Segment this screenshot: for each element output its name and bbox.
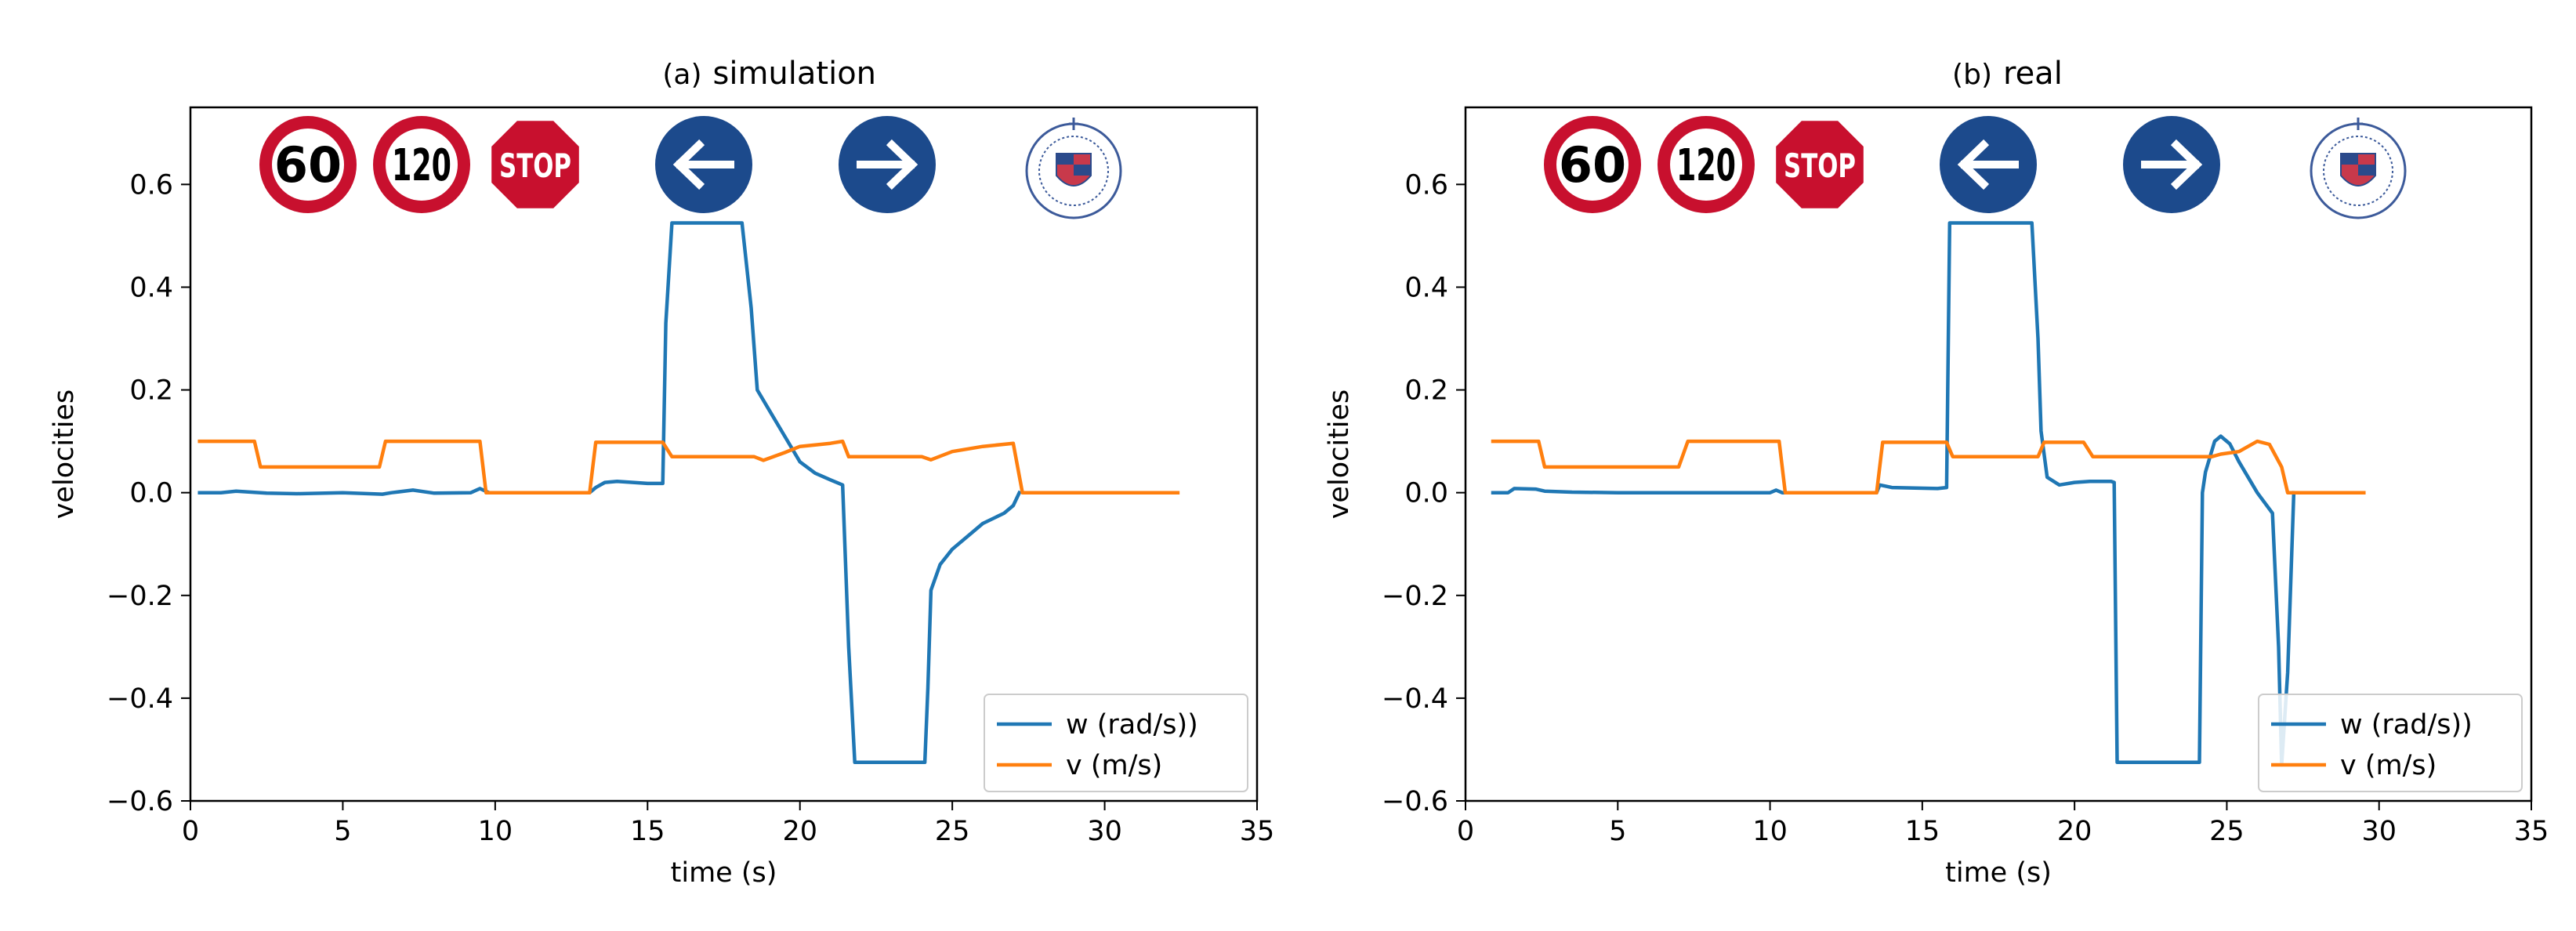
panel-label: (b) [1952, 59, 1992, 91]
speed-limit-60-icon: 60 [1544, 116, 1641, 213]
seal-inner-ring [1038, 136, 1109, 206]
stop-octagon [489, 118, 582, 211]
left-arrow-icon [672, 139, 734, 190]
right-arrow-icon [2141, 139, 2203, 190]
x-tick-label: 10 [478, 816, 513, 847]
series-line-w [1491, 221, 2296, 767]
y-tick-label: 0.6 [129, 169, 173, 201]
x-axis-label: time (s) [671, 857, 777, 889]
legend: w (rad/s)) v (m/s) [2258, 694, 2523, 792]
y-tick-label: 0.2 [129, 375, 173, 407]
y-tick-label: −0.4 [107, 683, 173, 715]
sign-120-text: 120 [392, 140, 451, 191]
x-tick-label: 35 [1240, 816, 1275, 847]
x-tick-label: 15 [630, 816, 665, 847]
series-line-v [1491, 439, 2366, 494]
y-tick-label: 0.6 [1404, 169, 1448, 201]
sign-face [1670, 129, 1742, 201]
stop-sign-icon: STOP [1773, 118, 1866, 211]
sign-face [1556, 129, 1629, 201]
legend-label-w: w (rad/s)) [2340, 709, 2473, 741]
x-tick-label: 25 [935, 816, 970, 847]
legend: w (rad/s)) v (m/s) [984, 694, 1248, 792]
speed-limit-60-icon: 60 [259, 116, 357, 213]
y-tick-label: 0.2 [1404, 375, 1448, 407]
turn-right-sign-icon [839, 116, 936, 213]
turn-right-sign-icon [2123, 116, 2220, 213]
x-axis-label: time (s) [1945, 857, 2052, 889]
y-tick-label: −0.4 [1382, 683, 1448, 715]
x-tick-label: 20 [2057, 816, 2092, 847]
turn-left-sign-icon [1940, 116, 2037, 213]
y-tick-label: 0.0 [129, 478, 173, 509]
stop-octagon [1773, 118, 1866, 211]
stop-text: STOP [499, 147, 571, 185]
seal-quarter [1056, 154, 1074, 165]
chart-panel-a: (a) simulation 0 5 10 15 20 25 30 35 −0.6 −0.4 −0.2 0… [49, 56, 1274, 889]
y-axis-label: velocities [49, 389, 80, 520]
x-tick-label: 5 [334, 816, 351, 847]
legend-label-v: v (m/s) [2340, 750, 2437, 781]
y-tick-label: −0.6 [107, 786, 173, 817]
title-text: real [2003, 56, 2063, 92]
x-tick-label: 25 [2209, 816, 2244, 847]
sign-120-text: 120 [1676, 140, 1736, 191]
legend-label-v: v (m/s) [1066, 750, 1162, 781]
y-tick-label: −0.2 [107, 581, 173, 612]
sign-row: 60 120 STOP [1544, 116, 2407, 219]
y-tick-label: −0.2 [1382, 581, 1448, 612]
title-text: simulation [713, 56, 877, 92]
panel-label: (a) [662, 59, 701, 91]
right-arrow-icon [857, 139, 918, 190]
series-line-v [197, 439, 1180, 494]
x-tick-label: 15 [1905, 816, 1940, 847]
x-tick-label: 35 [2514, 816, 2549, 847]
chart-title: (b) real [1952, 56, 2063, 92]
left-arrow-icon [1957, 139, 2019, 190]
seal-cross [1069, 118, 1078, 130]
plot-area [1491, 221, 2366, 767]
university-seal-icon [1025, 118, 1122, 219]
x-tick-label: 30 [1087, 816, 1122, 847]
legend-box [984, 694, 1248, 792]
seal-quarter [2358, 165, 2375, 176]
x-tick-label: 10 [1752, 816, 1788, 847]
x-tick-label: 5 [1609, 816, 1626, 847]
seal-quarter [2341, 154, 2358, 165]
sign-face [386, 129, 458, 201]
sign-60-text: 60 [1559, 136, 1626, 194]
seal-quarter [1074, 165, 1091, 176]
turn-left-sign-icon [655, 116, 752, 213]
series-line-w [197, 221, 1022, 765]
axes-frame [1464, 106, 2533, 802]
axes-frame [189, 106, 1259, 802]
sign-row: 60 120 STOP [259, 116, 1122, 219]
y-axis-label: velocities [1324, 389, 1355, 520]
x-tick-label: 20 [782, 816, 817, 847]
chart-title: (a) simulation [662, 56, 876, 92]
legend-box [2258, 694, 2523, 792]
chart-panel-b: (b) real 0 5 10 15 20 25 30 35 −0.6 −0.4 −0.2 0.0 0.2 0… [1324, 56, 2549, 889]
y-tick-label: 0.0 [1404, 478, 1448, 509]
speed-limit-120-icon: 120 [1658, 116, 1755, 213]
seal-inner-ring [2323, 136, 2393, 206]
speed-limit-120-icon: 120 [373, 116, 470, 213]
university-seal-icon [2310, 118, 2407, 219]
seal-cross [2353, 118, 2363, 130]
x-tick-label: 30 [2361, 816, 2397, 847]
plot-area [197, 221, 1180, 765]
sign-60-text: 60 [274, 136, 342, 194]
x-tick-label: 0 [182, 816, 199, 847]
y-tick-label: −0.6 [1382, 786, 1448, 817]
stop-sign-icon: STOP [489, 118, 582, 211]
y-tick-label: 0.4 [129, 272, 173, 303]
y-tick-label: 0.4 [1404, 272, 1448, 303]
x-tick-label: 0 [1457, 816, 1474, 847]
sign-face [272, 129, 344, 201]
stop-text: STOP [1784, 147, 1856, 185]
legend-label-w: w (rad/s)) [1066, 709, 1198, 741]
